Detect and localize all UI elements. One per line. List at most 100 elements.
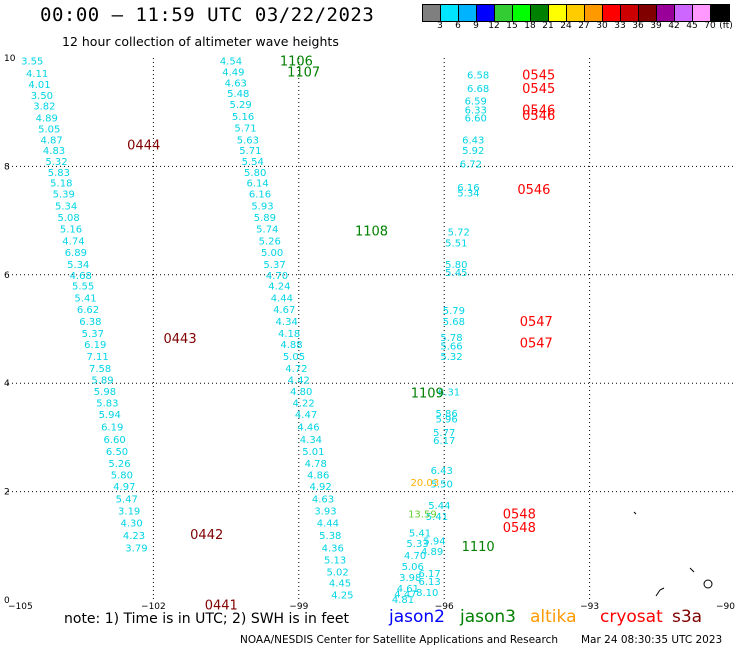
data-point-label: 6.59 (465, 96, 487, 107)
data-point-label: 5.01 (302, 447, 324, 458)
data-point-label: 4.42 (288, 375, 310, 386)
data-point-label: 5.39 (53, 190, 75, 201)
colorbar-swatch (585, 5, 603, 21)
colorbar-tick-label: 15 (506, 21, 518, 31)
data-point-label: 4.47 (295, 410, 317, 421)
data-point-label: 5.37 (82, 329, 104, 340)
data-point-label: 5.05 (283, 352, 305, 363)
data-point-label: 5.66 (440, 341, 462, 352)
data-point-label: 4.61 (397, 584, 419, 595)
x-tick-label: −90 (716, 602, 735, 612)
x-tick-label: −102 (141, 602, 166, 612)
time-label: 0548 (503, 521, 536, 536)
data-point-label: 6.14 (246, 179, 268, 190)
chart-title: 00:00 – 11:59 UTC 03/22/2023 (40, 4, 375, 26)
time-label: 1110 (462, 540, 495, 555)
data-point-label: 5.13 (324, 555, 346, 566)
y-tick-label: 10 (4, 54, 16, 64)
data-point-label: 5.16 (232, 112, 254, 123)
data-point-label: 6.60 (103, 435, 125, 446)
data-point-label: 4.68 (70, 271, 92, 282)
data-point-label: 6.16 (249, 190, 271, 201)
time-label: 0545 (522, 68, 555, 83)
time-label: 1108 (355, 224, 388, 239)
colorbar-swatch (639, 5, 657, 21)
data-point-label: 5.89 (254, 213, 276, 224)
data-point-label: 5.48 (227, 89, 249, 100)
colorbar-swatch (513, 5, 531, 21)
time-label: 0546 (522, 109, 555, 124)
time-label: 0547 (520, 337, 553, 352)
data-point-label: 5.83 (96, 399, 118, 410)
data-point-label: 5.93 (251, 201, 273, 212)
data-point-label: 5.47 (116, 495, 138, 506)
data-point-label: 6.17 (433, 436, 455, 447)
colorbar-swatch (495, 5, 513, 21)
colorbar-tick-label: 6 (455, 21, 461, 31)
data-point-label: 4.83 (43, 146, 65, 157)
data-point-label: 6.72 (460, 160, 482, 171)
legend-jason3: jason3 (460, 607, 516, 627)
colorbar-tick-label: 18 (524, 21, 536, 31)
colorbar-labels: 3 6 9 12 15 18 21 24 27 30 33 36 39 42 45 70 (ft) (422, 21, 740, 33)
data-point-label: 3.19 (118, 507, 140, 518)
data-point-label: 5.63 (237, 135, 259, 146)
colorbar-tick-label: 3 (437, 21, 443, 31)
colorbar-tick-label: 21 (542, 21, 554, 31)
data-point-label: 4.34 (276, 317, 298, 328)
data-point-label: 5.92 (462, 146, 484, 157)
credit-line: NOAA/NESDIS Center for Satellite Applica… (240, 634, 558, 646)
data-point-label: 4.78 (305, 459, 327, 470)
data-point-label: 5.34 (55, 201, 77, 212)
colorbar-tick-label: 39 (650, 21, 662, 31)
data-point-label: 4.86 (307, 470, 329, 481)
colorbar-tick-label: 30 (596, 21, 608, 31)
colorbar-tick-label: 42 (668, 21, 680, 31)
data-point-label: 5.05 (38, 124, 60, 135)
data-point-label: 5.98 (94, 387, 116, 398)
data-point-label: 5.80 (244, 168, 266, 179)
data-point-label: 5.34 (67, 260, 89, 271)
data-point-label: 4.30 (120, 518, 142, 529)
data-point-label: 4.22 (293, 399, 315, 410)
colorbar-swatch (531, 5, 549, 21)
time-label: 0546 (517, 183, 550, 198)
data-point-label: 5.50 (431, 479, 453, 490)
data-point-label: 5.08 (57, 213, 79, 224)
data-point-label: 6.60 (465, 114, 487, 125)
legend-altika: altika (530, 607, 577, 627)
colorbar-swatch (459, 5, 477, 21)
time-label: 0546 (522, 103, 555, 118)
data-point-label: 7.11 (87, 352, 109, 363)
data-point-label: 4.46 (297, 423, 319, 434)
colorbar-tick-label: 12 (488, 21, 500, 31)
data-point-label: 4.72 (285, 364, 307, 375)
data-point-label: 4.47 (394, 589, 416, 600)
data-point-label: 8.10 (416, 588, 438, 599)
data-point-label: 5.32 (45, 157, 67, 168)
time-label: 0547 (520, 315, 553, 330)
data-point-label: 6.13 (419, 577, 441, 588)
data-point-label: 4.49 (222, 68, 244, 79)
data-point-label: 4.89 (36, 114, 58, 125)
y-tick-label: 0 (4, 596, 10, 606)
data-point-label: 5.72 (448, 227, 470, 238)
data-point-label: 5.54 (242, 157, 264, 168)
data-point-label: 4.88 (280, 340, 302, 351)
legend-cryosat: cryosat (600, 607, 663, 627)
data-point-label: 5.74 (256, 225, 278, 236)
data-point-label: 5.29 (230, 100, 252, 111)
data-point-label: 5.78 (440, 333, 462, 344)
y-tick-label: 2 (4, 488, 10, 498)
data-point-label: 5.02 (326, 567, 348, 578)
data-point-label: 5.94 (99, 410, 121, 421)
data-point-label: 5.83 (48, 168, 70, 179)
data-point-label: 4.24 (268, 282, 290, 293)
x-tick-label: −96 (435, 602, 454, 612)
data-point-label: 4.63 (225, 78, 247, 89)
data-point-label: 5.41 (426, 512, 448, 523)
data-point-label: 5.80 (111, 470, 133, 481)
colorbar-swatch (657, 5, 675, 21)
time-label: 0443 (164, 332, 197, 347)
data-point-label: 6.68 (467, 84, 489, 95)
